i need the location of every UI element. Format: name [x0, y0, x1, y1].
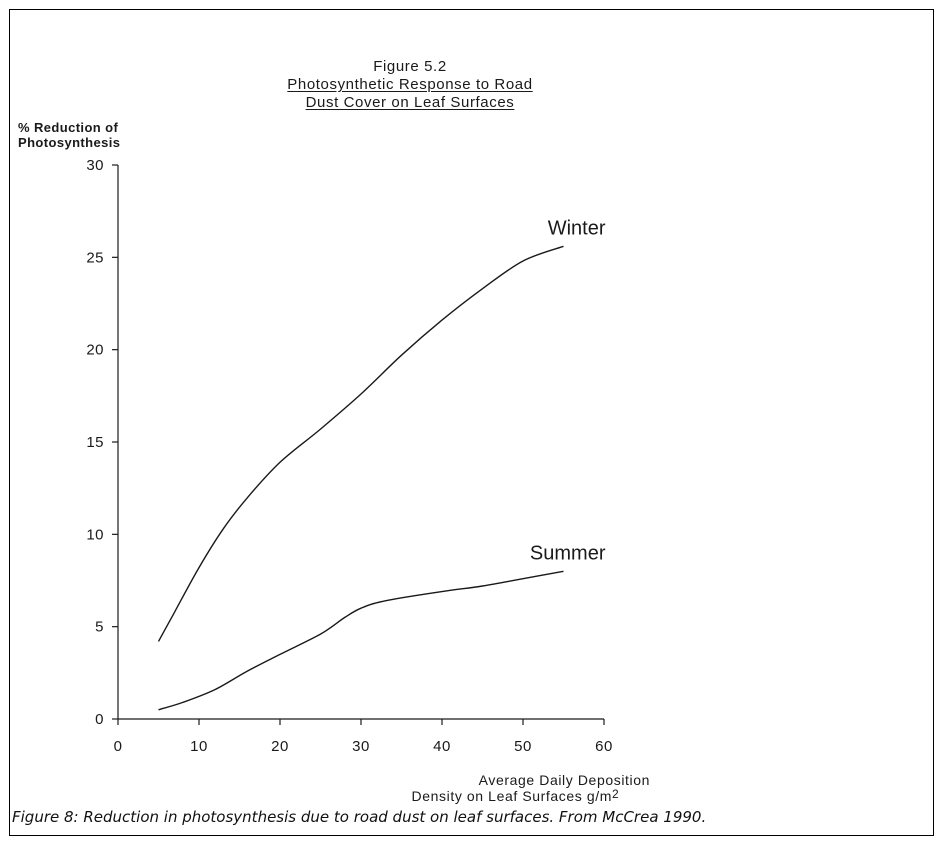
x-tick-label-10: 10 [190, 738, 208, 755]
series-label-winter: Winter [548, 217, 606, 239]
chart-title-line-2: Photosynthetic Response to Road [287, 76, 533, 93]
y-axis-label-line-2: Photosynthesis [18, 135, 121, 150]
x-tick-label-60: 60 [595, 738, 613, 755]
y-tick-label-20: 20 [86, 342, 104, 359]
x-axis-label-line-2: Density on Leaf Surfaces g/m [411, 788, 612, 804]
chart-title-line-3-wrap: Dust Cover on Leaf Surfaces [120, 94, 700, 111]
chart-title-line-3: Dust Cover on Leaf Surfaces [305, 94, 515, 111]
series-line-winter [157, 245, 564, 642]
y-tick-label-5: 5 [95, 619, 104, 636]
y-tick-label-30: 30 [86, 157, 104, 174]
y-tick-label-0: 0 [95, 711, 104, 728]
series-line-summer [158, 570, 564, 711]
y-tick-label-25: 25 [86, 249, 104, 266]
y-axis-label-line-1: % Reduction of [18, 120, 119, 135]
x-axis-label-line-1: Average Daily Deposition [478, 772, 650, 788]
x-tick-label-0: 0 [114, 738, 123, 755]
x-tick-label-50: 50 [514, 738, 532, 755]
x-axis-label-superscript: 2 [612, 787, 619, 801]
x-tick-label-20: 20 [271, 738, 289, 755]
chart-title-line-2-wrap: Photosynthetic Response to Road [120, 76, 700, 93]
x-tick-label-30: 30 [352, 738, 370, 755]
x-tick-label-40: 40 [433, 738, 451, 755]
figure-frame [9, 9, 934, 836]
series-label-summer: Summer [530, 542, 606, 564]
chart-title-line-1: Figure 5.2 [373, 58, 447, 75]
figure-caption: Figure 8: Reduction in photosynthesis du… [12, 808, 707, 826]
y-tick-label-15: 15 [86, 434, 104, 451]
y-tick-label-10: 10 [86, 526, 104, 543]
